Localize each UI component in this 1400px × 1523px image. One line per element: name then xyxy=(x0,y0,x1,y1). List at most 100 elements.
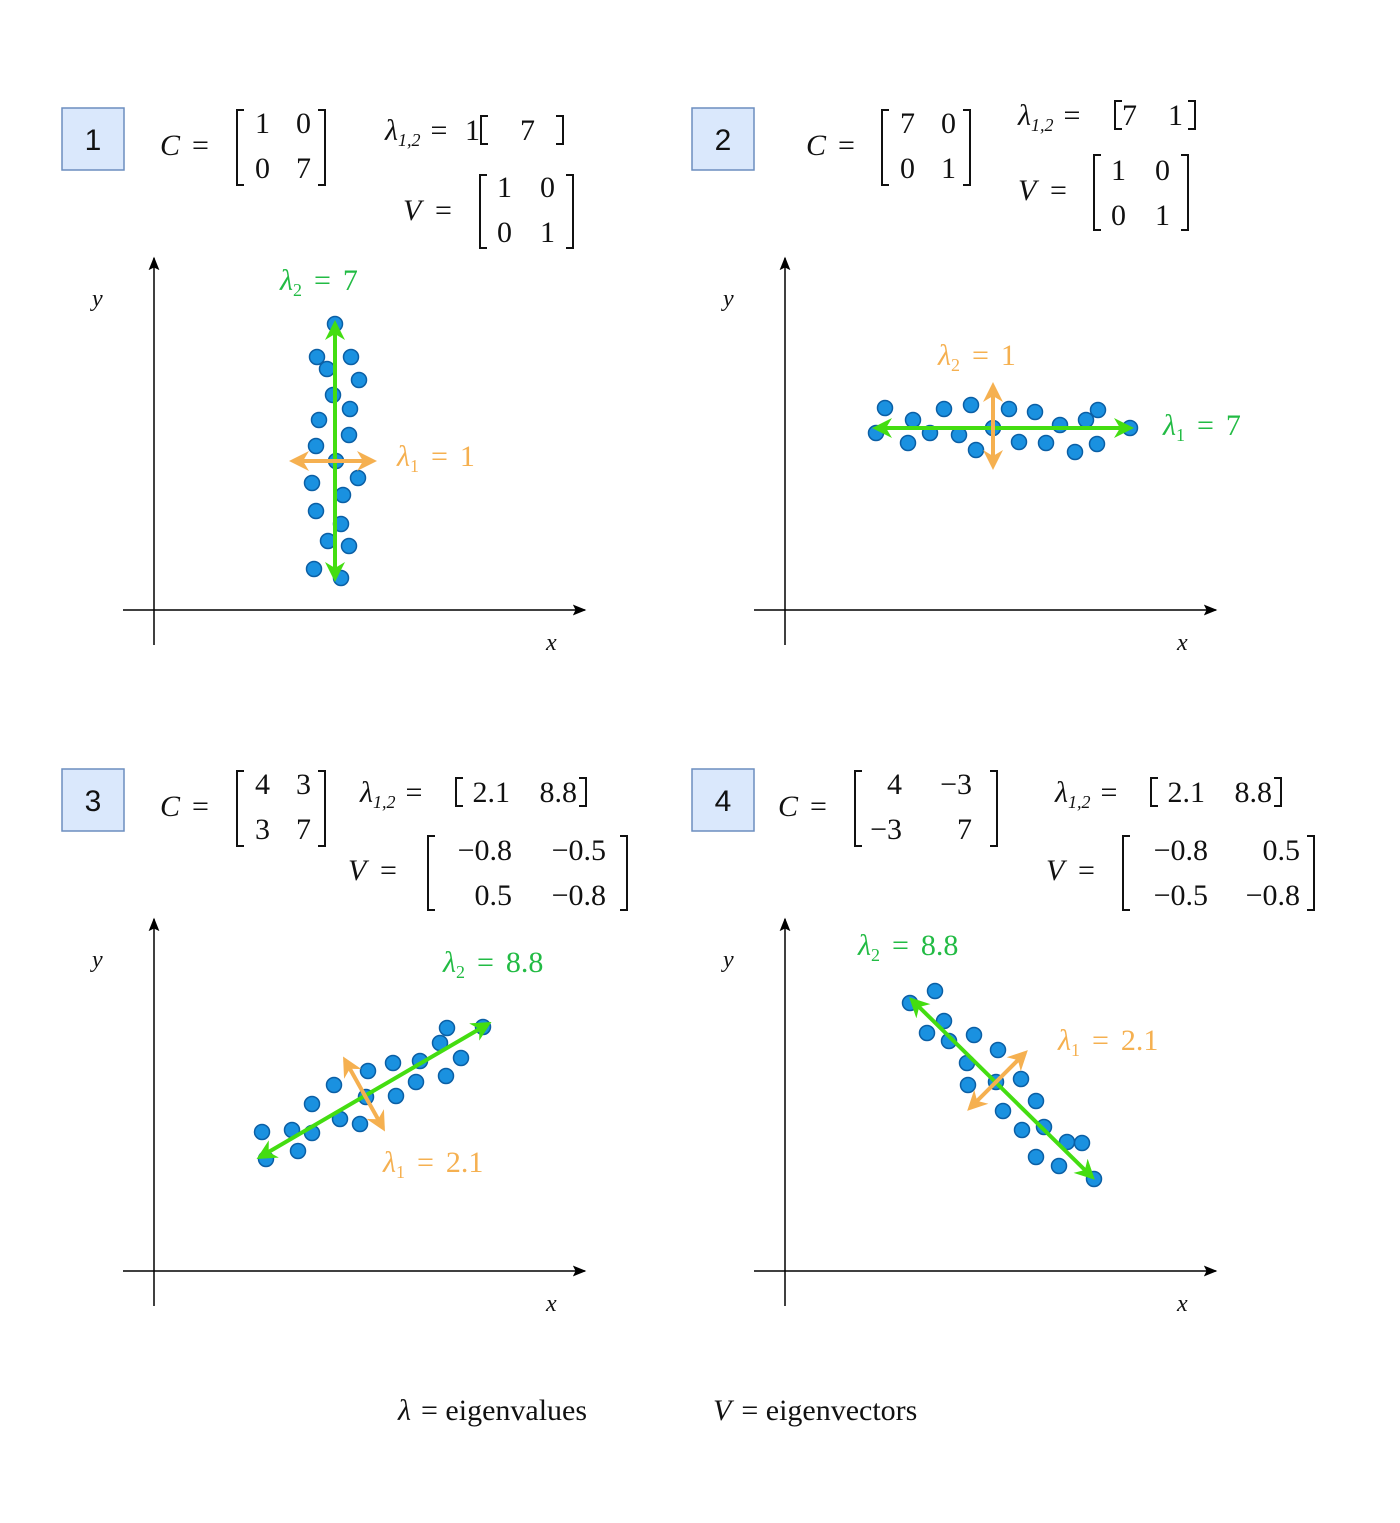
y-axis-label: y xyxy=(721,286,734,312)
C-symbol: C xyxy=(778,790,799,823)
data-point xyxy=(253,1123,271,1141)
matrix-entry: −0.8 xyxy=(552,879,606,912)
data-point xyxy=(1012,1070,1030,1088)
V-symbol: V xyxy=(348,854,370,887)
matrix-entry: −0.5 xyxy=(552,834,606,867)
right-bracket xyxy=(566,174,574,249)
right-bracket xyxy=(1274,777,1282,807)
panel-number-box xyxy=(61,107,125,171)
data-point xyxy=(904,411,922,429)
V-symbol: V xyxy=(1018,174,1040,207)
matrix-entry: −0.8 xyxy=(1154,834,1208,867)
panel-4: 4 C = 4 −3 −3 7 λ1,2 = 2.1 8.8 V = −0.8 0.5 −0.5 −0.8 y x λ… xyxy=(691,768,1315,1317)
x-axis-label: x xyxy=(1176,1291,1188,1317)
right-bracket xyxy=(1188,100,1196,130)
left-bracket xyxy=(479,174,487,249)
matrix-entry: 0 xyxy=(941,107,956,140)
data-point xyxy=(340,537,358,555)
left-bracket xyxy=(854,770,862,847)
lambda-symbol: λ1,2 = xyxy=(359,776,422,812)
data-point xyxy=(1066,443,1084,461)
data-point xyxy=(318,360,336,378)
data-point xyxy=(325,1076,343,1094)
matrix-entry: 1 xyxy=(497,171,512,204)
data-point xyxy=(350,371,368,389)
matrix-entry: 0 xyxy=(1111,199,1126,232)
lambda-symbol: λ1,2 = xyxy=(1017,99,1080,135)
matrix-entry: 1 xyxy=(1111,154,1126,187)
equals-sign: = xyxy=(1078,854,1095,887)
left-bracket xyxy=(427,835,435,911)
right-bracket xyxy=(579,777,587,807)
panel-number-box xyxy=(61,768,125,832)
data-point xyxy=(1010,433,1028,451)
data-point xyxy=(438,1019,456,1037)
major-eigenvalue-label: λ2 = 7 xyxy=(279,264,358,300)
data-point xyxy=(967,441,985,459)
equals-sign: = xyxy=(192,129,209,162)
minor-eigenvalue-label: λ1 = 1 xyxy=(396,440,475,476)
major-eigenvalue-label: λ2 = 8.8 xyxy=(442,946,543,982)
eigenvalues-row: λ1,2 = 1 7 xyxy=(384,114,564,150)
data-point xyxy=(959,1076,977,1094)
data-point xyxy=(962,396,980,414)
data-point xyxy=(341,400,359,418)
matrix-entry: 1 xyxy=(941,152,956,185)
data-point xyxy=(965,1026,983,1044)
data-point xyxy=(305,560,323,578)
major-eigenvector-arrow xyxy=(256,1021,492,1160)
data-point xyxy=(310,411,328,429)
right-bracket xyxy=(963,109,971,186)
data-point xyxy=(935,400,953,418)
data-point xyxy=(876,399,894,417)
data-point xyxy=(307,437,325,455)
equals-sign: = xyxy=(380,854,397,887)
x-axis-label: x xyxy=(1176,630,1188,656)
matrix-entry: 0.5 xyxy=(1263,834,1301,867)
y-axis-label: y xyxy=(90,286,103,312)
minor-eigenvector-arrow xyxy=(343,1056,385,1132)
matrix-entry: 4 xyxy=(255,768,270,801)
V-symbol: V xyxy=(403,194,425,227)
V-matrix: V = −0.8 −0.5 0.5 −0.8 xyxy=(348,834,628,912)
matrix-entry: 0.5 xyxy=(475,879,513,912)
data-point xyxy=(340,426,358,444)
matrix-entry: −3 xyxy=(870,813,902,846)
major-eigenvalue-label: λ2 = 8.8 xyxy=(857,929,958,965)
C-symbol: C xyxy=(160,790,181,823)
data-point xyxy=(303,474,321,492)
left-bracket xyxy=(1114,100,1122,130)
matrix-entry: −3 xyxy=(940,768,972,801)
matrix-entry: 0 xyxy=(296,107,311,140)
data-point xyxy=(289,1142,307,1160)
panel-number: 3 xyxy=(85,785,102,818)
data-point xyxy=(1026,403,1044,421)
C-matrix: C = 4 −3 −3 7 xyxy=(778,768,998,847)
panel-number: 4 xyxy=(715,785,732,818)
right-bracket xyxy=(1181,154,1189,231)
legend-eigenvalues: λ = eigenvalues xyxy=(397,1394,587,1427)
equals-sign: = xyxy=(435,194,452,227)
panel-number-box xyxy=(691,768,755,832)
data-point xyxy=(384,1054,402,1072)
eigenvalue: 8.8 xyxy=(1235,776,1273,809)
matrix-entry: 4 xyxy=(887,768,902,801)
matrix-entry: 7 xyxy=(296,813,311,846)
right-bracket xyxy=(620,835,628,911)
data-point xyxy=(1073,1134,1091,1152)
left-bracket xyxy=(1093,154,1101,231)
matrix-entry: 1 xyxy=(255,107,270,140)
left-bracket xyxy=(236,109,244,186)
data-point xyxy=(351,1115,369,1133)
left-bracket xyxy=(236,770,244,847)
equals-sign: = xyxy=(838,129,855,162)
minor-eigenvalue-label: λ1 = 2.1 xyxy=(382,1146,483,1182)
data-point xyxy=(407,1073,425,1091)
C-matrix: C =7 00 1 xyxy=(806,107,971,186)
eigenvalue: 1 xyxy=(465,114,480,147)
C-matrix: C =4 33 7 xyxy=(160,768,326,847)
